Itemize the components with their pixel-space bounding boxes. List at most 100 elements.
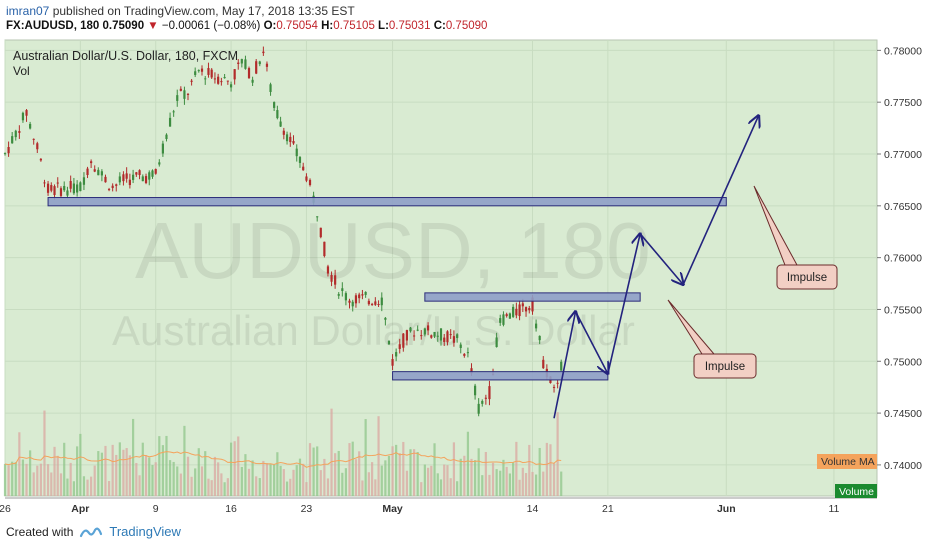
volume-bar-49 — [172, 461, 175, 496]
candle-body-37 — [132, 174, 135, 180]
volume-bar-114 — [395, 444, 398, 496]
callouts[interactable]: Impulse Impulse — [667, 185, 838, 379]
volume-bar-135 — [466, 431, 470, 496]
candle-body-78 — [273, 102, 276, 108]
volume-bar-81 — [282, 469, 285, 496]
volume-bar-144 — [499, 470, 502, 496]
time-tick-label-7: 21 — [602, 503, 614, 515]
volume-bar-143 — [495, 469, 498, 496]
price-tick-label-3: 0.75500 — [884, 304, 922, 316]
candle-body-44 — [154, 169, 157, 174]
candle-body-80 — [279, 121, 282, 127]
time-tick-label-4: 23 — [301, 503, 313, 515]
candle-body-2 — [11, 136, 14, 144]
candle-body-98 — [341, 288, 344, 291]
volume-bar-88 — [305, 482, 308, 496]
volume-badge: Volume — [835, 484, 877, 498]
candle-body-7 — [29, 123, 32, 129]
volume-bar-154 — [531, 471, 534, 496]
support-zones[interactable] — [47, 197, 727, 381]
candle-body-22 — [79, 182, 82, 192]
price-chart[interactable]: AUDUSD, 180 Australian Dollar/U.S. Dolla… — [0, 38, 932, 518]
volume-bar-47 — [165, 435, 168, 496]
candle-body-63 — [220, 81, 223, 83]
volume-bar-33 — [118, 442, 121, 496]
volume-bar-9 — [36, 465, 39, 496]
volume-bar-0 — [3, 463, 7, 496]
volume-bar-63 — [220, 473, 223, 496]
volume-bar-106 — [367, 472, 370, 496]
volume-bar-107 — [371, 462, 374, 496]
volume-bar-68 — [237, 436, 240, 496]
candle-body-10 — [39, 158, 42, 161]
callout-label-1: Impulse — [787, 272, 827, 284]
projection[interactable] — [553, 116, 759, 419]
candle-body-70 — [244, 59, 247, 69]
volume-bar-153 — [528, 444, 531, 496]
candle-body-72 — [251, 79, 254, 83]
candle-body-156 — [538, 335, 541, 341]
volume-bars — [3, 408, 563, 496]
tradingview-brand[interactable]: TradingView — [109, 524, 181, 539]
projection-leg-0 — [553, 312, 576, 419]
volume-bar-125 — [433, 443, 436, 496]
volume-bar-38 — [135, 462, 138, 496]
volume-bar-32 — [115, 454, 118, 496]
candle-body-77 — [269, 84, 272, 92]
candle-body-38 — [135, 172, 138, 175]
candle-body-35 — [125, 173, 128, 179]
volume-bar-26 — [93, 465, 96, 496]
volume-bar-82 — [285, 481, 289, 496]
volume-bar-19 — [69, 462, 72, 496]
volume-bar-111 — [384, 460, 387, 496]
candle-body-104 — [361, 294, 364, 296]
volume-bar-102 — [354, 459, 358, 496]
volume-bar-132 — [456, 481, 459, 496]
ohlc-low-value: 0.75031 — [388, 20, 431, 32]
ohlc-high-value: 0.75105 — [333, 20, 375, 32]
volume-bar-90 — [312, 447, 315, 496]
candle-body-36 — [128, 179, 131, 186]
volume-bar-121 — [420, 482, 423, 496]
volume-bar-146 — [505, 466, 508, 496]
volume-bar-28 — [100, 452, 103, 496]
candle-body-148 — [512, 306, 515, 317]
candle-body-39 — [138, 170, 141, 176]
volume-bar-119 — [412, 449, 416, 496]
volume-bar-50 — [176, 466, 179, 496]
candle-body-140 — [484, 397, 487, 399]
candle-body-129 — [446, 331, 449, 343]
candle-body-124 — [430, 335, 433, 338]
candle-body-71 — [247, 68, 251, 79]
tradingview-logo-icon — [80, 527, 103, 537]
footer: Created with TradingView — [6, 524, 181, 539]
candle-body-111 — [384, 317, 387, 320]
author-link[interactable]: imran07 — [6, 4, 50, 18]
time-tick-label-5: May — [382, 503, 403, 515]
header-line: imran07 published on TradingView.com, Ma… — [6, 4, 355, 18]
time-axis[interactable]: 26 Apr 9 16 23 May 14 21 Jun 11 — [0, 497, 877, 515]
volume-bar-27 — [97, 451, 100, 496]
candle-body-75 — [262, 51, 265, 54]
volume-bar-147 — [508, 473, 511, 496]
candle-body-40 — [141, 176, 144, 182]
candle-body-151 — [521, 303, 524, 307]
candle-body-145 — [502, 314, 505, 325]
volume-bar-133 — [459, 458, 462, 496]
volume-bar-113 — [391, 446, 394, 496]
candle-body-146 — [505, 314, 508, 317]
candle-body-128 — [443, 337, 446, 342]
candle-body-50 — [176, 95, 179, 101]
candle-body-4 — [18, 131, 21, 133]
volume-bar-78 — [273, 464, 276, 496]
volume-bar-92 — [319, 470, 322, 496]
price-axis[interactable]: 0.74000 0.74500 0.75000 0.75500 0.76000 0.765… — [877, 38, 932, 500]
candle-body-153 — [528, 308, 531, 311]
ohlc-open-value: 0.75054 — [276, 20, 318, 32]
candle-body-135 — [466, 352, 470, 354]
volume-bar-162 — [560, 471, 563, 496]
volume-bar-124 — [430, 465, 433, 496]
candle-body-121 — [420, 335, 423, 337]
volume-bar-155 — [534, 474, 538, 496]
volume-bar-161 — [556, 412, 559, 496]
